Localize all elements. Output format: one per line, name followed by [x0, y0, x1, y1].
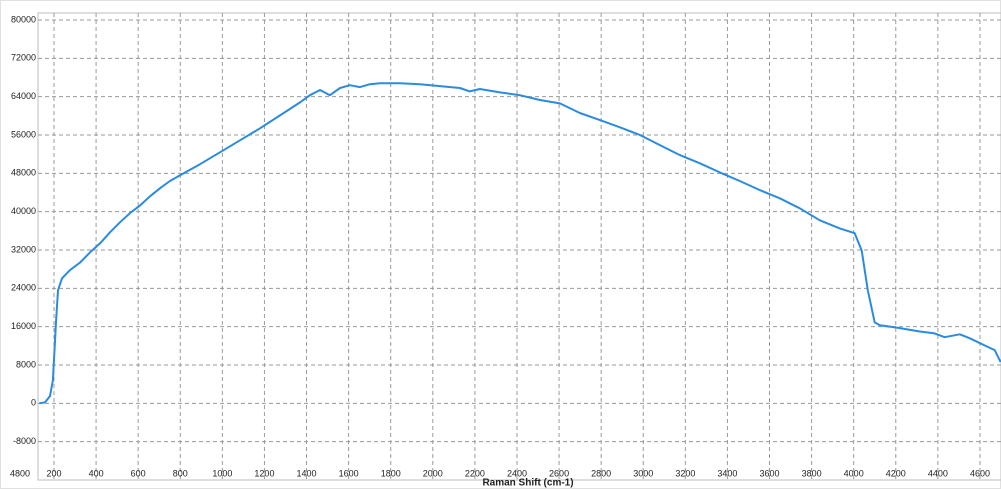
x-tick-label: 1600	[339, 468, 359, 478]
x-tick-label: 1200	[254, 468, 274, 478]
y-tick-label: 16000	[11, 321, 36, 331]
y-tick-label: -8000	[13, 436, 36, 446]
x-tick-label: 4600	[970, 468, 990, 478]
y-tick-label: 72000	[11, 53, 36, 63]
x-tick-label: 2000	[423, 468, 443, 478]
y-tick-label: 0	[31, 398, 36, 408]
x-tick-label: 4200	[886, 468, 906, 478]
x-tick-label: 200	[46, 468, 61, 478]
x-tick-label: 3200	[675, 468, 695, 478]
x-tick-label: 1400	[297, 468, 317, 478]
y-tick-label: 48000	[11, 168, 36, 178]
y-tick-label: 8000	[16, 359, 36, 369]
x-tick-label: 3400	[717, 468, 737, 478]
x-tick-label: 3000	[633, 468, 653, 478]
x-tick-label: 400	[89, 468, 104, 478]
y-tick-label: 40000	[11, 206, 36, 216]
y-tick-label: 64000	[11, 91, 36, 101]
x-tick-label: 4400	[928, 468, 948, 478]
y-tick-label: 32000	[11, 244, 36, 254]
spectrum-line	[39, 82, 1001, 405]
x-tick-label: 2800	[591, 468, 611, 478]
plot-area	[37, 12, 1001, 481]
x-tick-label: 600	[131, 468, 146, 478]
x-tick-label: 3800	[802, 468, 822, 478]
y-tick-label: 24000	[11, 283, 36, 293]
x-tick-label: 1000	[212, 468, 232, 478]
x-tick-label: 800	[173, 468, 188, 478]
x-tick-label: 1800	[381, 468, 401, 478]
x-tick-label: 2200	[465, 468, 485, 478]
corner-label: 4800	[10, 468, 30, 478]
y-tick-label: 80000	[11, 14, 36, 24]
x-axis-title: Raman Shift (cm-1)	[482, 478, 573, 489]
x-tick-label: 2400	[507, 468, 527, 478]
x-tick-label: 3600	[759, 468, 779, 478]
x-tick-label: 2600	[549, 468, 569, 478]
x-tick-label: 4000	[844, 468, 864, 478]
y-tick-label: 56000	[11, 129, 36, 139]
